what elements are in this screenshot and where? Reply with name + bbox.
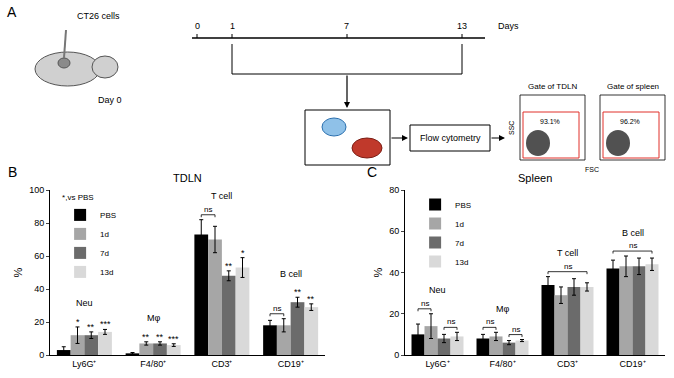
svg-text:Spleen: Spleen — [518, 172, 552, 184]
svg-text:20: 20 — [389, 309, 399, 319]
svg-text:**: ** — [87, 322, 95, 332]
svg-text:%: % — [12, 267, 24, 277]
svg-text:Ly6G⁺: Ly6G⁺ — [425, 359, 449, 369]
svg-text:ns: ns — [629, 241, 637, 250]
svg-text:*: * — [241, 248, 245, 258]
svg-text:**: ** — [142, 332, 150, 342]
svg-text:Days: Days — [498, 21, 519, 31]
svg-text:0: 0 — [195, 21, 200, 31]
svg-text:ns: ns — [486, 317, 494, 326]
svg-text:60: 60 — [389, 226, 399, 236]
svg-text:Neu: Neu — [76, 298, 93, 308]
svg-text:Gate of spleen: Gate of spleen — [607, 82, 659, 91]
svg-text:Flow cytometry: Flow cytometry — [420, 133, 481, 143]
svg-text:B: B — [8, 164, 17, 180]
svg-text:SSC: SSC — [508, 121, 515, 135]
svg-text:13d: 13d — [455, 258, 468, 267]
svg-text:40: 40 — [34, 284, 44, 294]
svg-text:Gate of TDLN: Gate of TDLN — [528, 82, 577, 91]
svg-text:ns: ns — [447, 317, 455, 326]
svg-text:ns: ns — [421, 299, 429, 308]
svg-text:1: 1 — [230, 21, 235, 31]
svg-text:13d: 13d — [100, 268, 113, 277]
svg-text:**: ** — [225, 261, 233, 271]
svg-text:CD3⁺: CD3⁺ — [211, 359, 232, 369]
svg-text:%: % — [372, 267, 384, 277]
svg-text:B cell: B cell — [622, 228, 644, 238]
svg-text:T cell: T cell — [557, 248, 578, 258]
svg-text:**: ** — [294, 287, 302, 297]
svg-text:CT26 cells: CT26 cells — [77, 11, 120, 21]
svg-text:7d: 7d — [100, 249, 109, 258]
svg-text:13: 13 — [457, 21, 467, 31]
svg-text:0: 0 — [394, 350, 399, 360]
svg-text:FSC: FSC — [585, 166, 599, 173]
svg-text:F4/80⁺: F4/80⁺ — [489, 359, 515, 369]
svg-text:**: ** — [307, 294, 315, 304]
svg-text:100: 100 — [29, 185, 44, 195]
svg-text:93.1%: 93.1% — [540, 118, 560, 125]
svg-text:ns: ns — [273, 304, 281, 313]
svg-text:Day 0: Day 0 — [98, 95, 122, 105]
svg-text:C: C — [367, 164, 377, 180]
svg-text:0: 0 — [39, 350, 44, 360]
svg-text:80: 80 — [34, 218, 44, 228]
svg-text:B cell: B cell — [280, 269, 302, 279]
svg-text:CD19⁺: CD19⁺ — [278, 359, 304, 369]
svg-text:Neu: Neu — [429, 285, 446, 295]
svg-text:20: 20 — [34, 317, 44, 327]
svg-text:60: 60 — [34, 251, 44, 261]
svg-text:CD3⁺: CD3⁺ — [557, 359, 578, 369]
svg-text:A: A — [7, 4, 17, 20]
svg-text:7: 7 — [344, 21, 349, 31]
svg-text:F4/80⁺: F4/80⁺ — [140, 359, 166, 369]
svg-text:TDLN: TDLN — [173, 172, 202, 184]
svg-text:96.2%: 96.2% — [620, 118, 640, 125]
svg-text:*,vs PBS: *,vs PBS — [62, 193, 94, 202]
svg-text:ns: ns — [564, 262, 572, 271]
svg-text:1d: 1d — [455, 220, 464, 229]
svg-text:ns: ns — [512, 325, 520, 334]
svg-text:ns: ns — [204, 205, 212, 214]
svg-text:***: *** — [168, 334, 179, 344]
svg-text:7d: 7d — [455, 239, 464, 248]
svg-text:T cell: T cell — [211, 191, 232, 201]
svg-text:CD19⁺: CD19⁺ — [619, 359, 645, 369]
svg-text:***: *** — [100, 319, 111, 329]
svg-text:Mφ: Mφ — [147, 313, 160, 323]
svg-text:Ly6G⁺: Ly6G⁺ — [72, 359, 96, 369]
svg-text:PBS: PBS — [455, 201, 471, 210]
svg-text:80: 80 — [389, 185, 399, 195]
svg-text:40: 40 — [389, 268, 399, 278]
svg-text:**: ** — [156, 332, 164, 342]
svg-text:*: * — [76, 317, 80, 327]
svg-text:1d: 1d — [100, 230, 109, 239]
svg-text:Mφ: Mφ — [496, 304, 509, 314]
svg-text:PBS: PBS — [100, 211, 116, 220]
